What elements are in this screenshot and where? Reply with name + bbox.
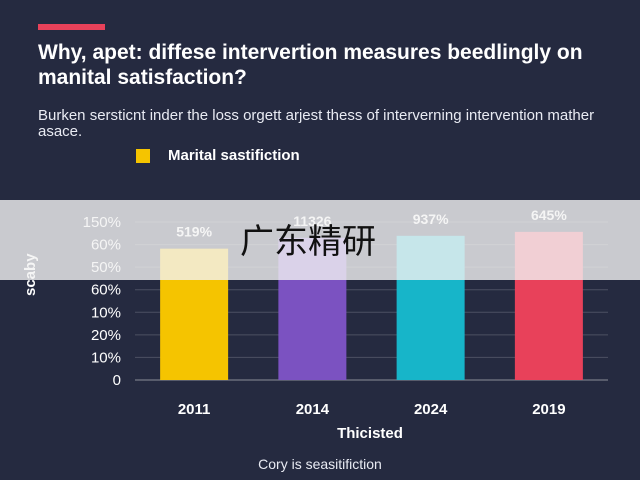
y-tick-label: 20%	[91, 327, 121, 344]
legend: Marital sastifiction	[136, 147, 300, 164]
legend-label: Marital sastifiction	[168, 147, 300, 164]
y-tick-label: 60%	[91, 282, 121, 299]
watermark-band	[0, 200, 640, 280]
y-tick-label: 10%	[91, 349, 121, 366]
legend-swatch	[136, 148, 150, 163]
chart-title: Why, apet: diffese intervertion measures…	[38, 41, 583, 89]
chart-caption: Cory is seasitifiction	[258, 456, 382, 472]
y-tick-label: 0	[113, 372, 121, 389]
x-tick-label: 2014	[296, 401, 330, 418]
x-axis-label: Thicisted	[337, 425, 403, 442]
chart-subtitle: Burken sersticnt inder the loss orgett a…	[38, 107, 595, 140]
x-tick-label: 2024	[414, 401, 448, 418]
x-tick-label: 2019	[532, 401, 565, 418]
watermark-text: 广东精研	[240, 222, 376, 262]
y-tick-label: 10%	[91, 304, 121, 321]
x-tick-label: 2011	[178, 401, 211, 418]
title-accent-bar	[38, 24, 105, 30]
